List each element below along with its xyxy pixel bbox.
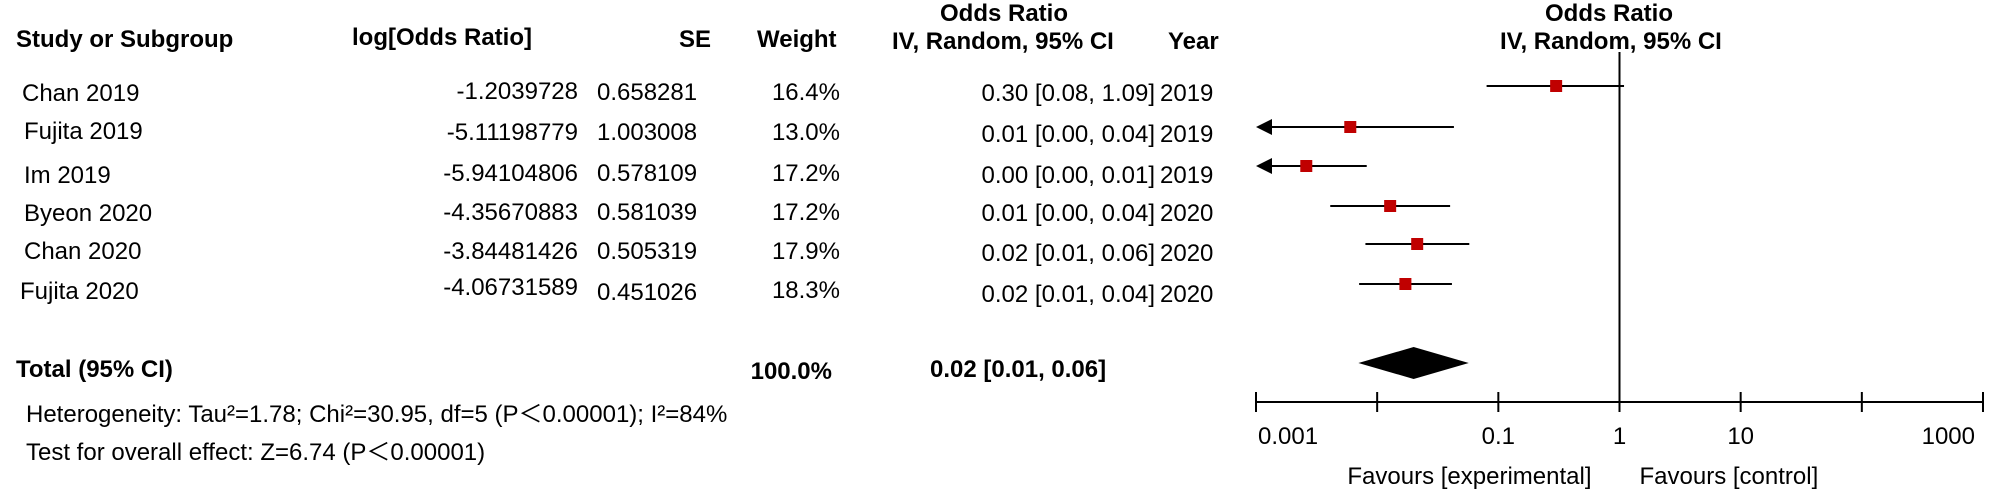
- x-tick-label: 1: [1613, 423, 1626, 450]
- study-marker: [1344, 121, 1357, 133]
- ci-arrow-left: [1256, 158, 1272, 174]
- log-or-value: -4.06731589: [443, 274, 578, 301]
- log-or-value: -4.35670883: [443, 199, 578, 226]
- favours-control-label: Favours [control]: [1640, 463, 1819, 490]
- study-marker: [1411, 238, 1424, 250]
- se-value: 0.451026: [597, 279, 698, 306]
- overall-effect-text: Test for overall effect: Z=6.74 (P＜0.000…: [26, 439, 486, 466]
- ci-arrow-left: [1256, 119, 1272, 135]
- total-weight: 100.0%: [750, 358, 832, 385]
- se-value: 0.578109: [597, 160, 698, 187]
- weight-value: 17.2%: [771, 160, 840, 187]
- weight-value: 16.4%: [771, 79, 840, 106]
- weight-value: 13.0%: [771, 119, 840, 146]
- ci-value: 0.01 [0.00, 0.04]: [981, 200, 1155, 227]
- se-value: 0.581039: [597, 199, 698, 226]
- study-name: Fujita 2020: [20, 278, 139, 305]
- favours-experimental-label: Favours [experimental]: [1347, 463, 1591, 490]
- se-value: 0.505319: [597, 238, 698, 265]
- total-label: Total (95% CI): [16, 356, 173, 383]
- year-value: 2020: [1160, 281, 1214, 308]
- log-or-value: -5.11198779: [446, 119, 578, 146]
- heterogeneity-text: Heterogeneity: Tau²=1.78; Chi²=30.95, df…: [26, 401, 728, 428]
- ci-value: 0.02 [0.01, 0.06]: [981, 240, 1155, 267]
- year-column-header: Year: [1168, 28, 1219, 55]
- study-name: Chan 2019: [22, 80, 140, 107]
- study-marker: [1384, 200, 1397, 212]
- se-column-header: SE: [679, 26, 712, 53]
- odds-ratio-column-header-bottom: IV, Random, 95% CI: [892, 28, 1114, 55]
- pooled-diamond: [1358, 347, 1469, 379]
- x-tick-label: 0.001: [1258, 423, 1318, 450]
- se-value: 1.003008: [597, 119, 698, 146]
- x-tick-label: 10: [1727, 423, 1754, 450]
- plot-title: Odds Ratio: [1545, 0, 1674, 27]
- study-name: Chan 2020: [24, 238, 142, 265]
- plot-subtitle: IV, Random, 95% CI: [1500, 28, 1722, 55]
- study-column-header: Study or Subgroup: [16, 26, 234, 53]
- weight-column-header: Weight: [757, 26, 837, 53]
- weight-value: 18.3%: [771, 277, 840, 304]
- study-name: Fujita 2019: [24, 118, 143, 145]
- study-marker: [1399, 278, 1412, 290]
- study-name: Byeon 2020: [24, 200, 153, 227]
- study-marker: [1300, 160, 1313, 172]
- year-value: 2019: [1160, 162, 1214, 189]
- log-or-column-header: log[Odds Ratio]: [352, 24, 532, 51]
- x-tick-label: 1000: [1922, 423, 1975, 450]
- total-ci: 0.02 [0.01, 0.06]: [930, 356, 1107, 383]
- log-or-value: -5.94104806: [443, 160, 578, 187]
- ci-value: 0.00 [0.00, 0.01]: [981, 162, 1155, 189]
- year-value: 2019: [1160, 121, 1214, 148]
- se-value: 0.658281: [597, 79, 698, 106]
- year-value: 2020: [1160, 240, 1214, 267]
- ci-value: 0.01 [0.00, 0.04]: [981, 121, 1155, 148]
- weight-value: 17.2%: [771, 199, 840, 226]
- year-value: 2019: [1160, 80, 1214, 107]
- year-value: 2020: [1160, 200, 1214, 227]
- study-name: Im 2019: [24, 162, 111, 189]
- log-or-value: -1.2039728: [456, 78, 578, 105]
- study-marker: [1550, 80, 1563, 92]
- ci-value: 0.02 [0.01, 0.04]: [981, 281, 1155, 308]
- weight-value: 17.9%: [771, 238, 840, 265]
- ci-value: 0.30 [0.08, 1.09]: [981, 80, 1155, 107]
- odds-ratio-column-header-top: Odds Ratio: [940, 0, 1069, 27]
- x-tick-label: 0.1: [1482, 423, 1515, 450]
- log-or-value: -3.84481426: [443, 238, 578, 265]
